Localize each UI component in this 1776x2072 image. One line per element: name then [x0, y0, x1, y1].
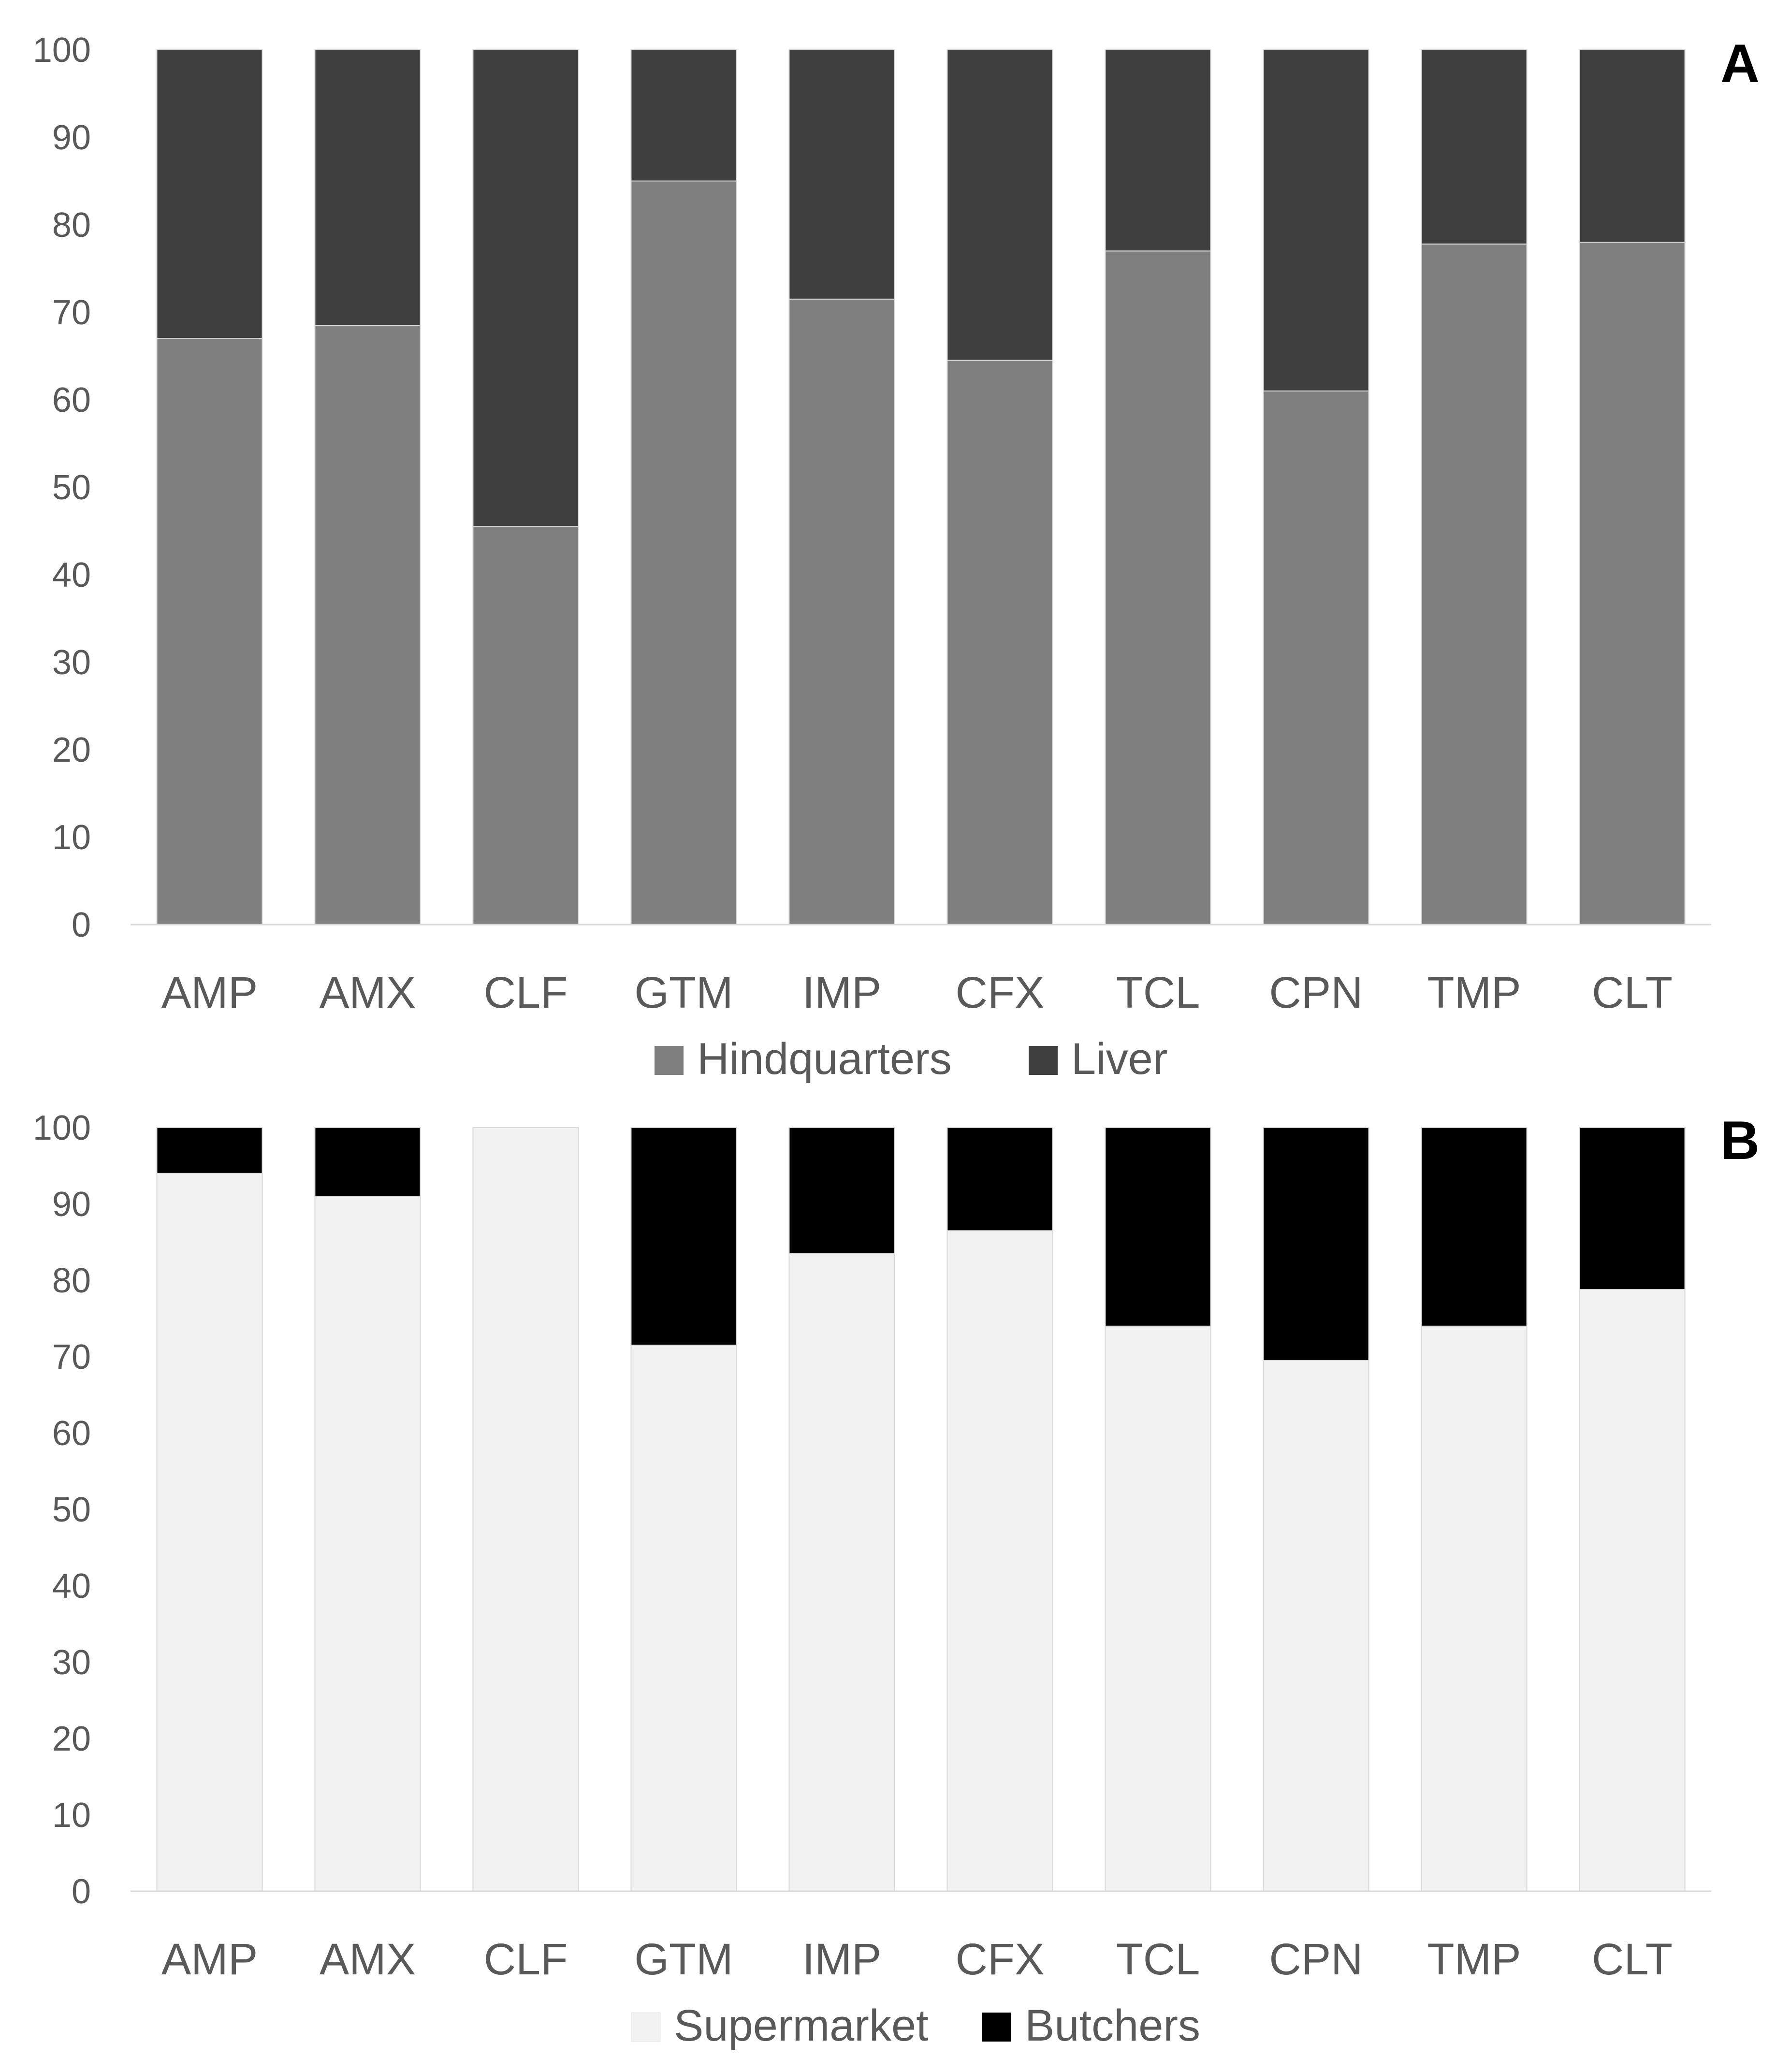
bar-hindquarters-cpn: [1263, 390, 1369, 925]
y-tick-label: 10: [52, 818, 91, 857]
bar-butchers-imp: [788, 1127, 895, 1254]
y-tick-label: 10: [52, 1796, 91, 1835]
legend-swatch-liver: [1029, 1046, 1058, 1075]
bar-hindquarters-clt: [1579, 242, 1686, 926]
bar-butchers-gtm: [630, 1127, 737, 1346]
x-tick-label: AMX: [320, 1935, 416, 1984]
bar-liver-clf: [472, 49, 579, 527]
y-tick-label: 20: [52, 1720, 91, 1758]
y-tick-label: 100: [33, 1109, 91, 1147]
bar-liver-cfx: [946, 49, 1053, 361]
bar-hindquarters-tmp: [1421, 243, 1528, 926]
y-tick-label: 40: [52, 556, 91, 594]
x-tick-label: GTM: [634, 968, 733, 1017]
y-tick-label: 90: [52, 118, 91, 157]
bar-hindquarters-cfx: [946, 360, 1053, 925]
bar-hindquarters-tcl: [1105, 250, 1211, 925]
bar-liver-gtm: [630, 49, 737, 182]
x-tick-label: TCL: [1116, 1935, 1200, 1984]
bar-liver-amx: [314, 49, 421, 326]
bar-liver-cpn: [1263, 49, 1369, 391]
bar-butchers-cfx: [946, 1127, 1053, 1232]
legend: Hindquarters Liver: [655, 1034, 1167, 1084]
bar-supermarket-amp: [156, 1173, 263, 1892]
bar-hindquarters-amp: [156, 338, 263, 925]
legend-label-supermarket: Supermarket: [674, 2001, 929, 2050]
y-tick-label: 0: [72, 906, 91, 944]
x-tick-label: TMP: [1427, 1935, 1521, 1984]
x-tick-label: CPN: [1269, 1935, 1363, 1984]
y-tick-label: 30: [52, 643, 91, 682]
bar-supermarket-clt: [1579, 1289, 1686, 1892]
y-tick-label: 60: [52, 381, 91, 420]
bar-liver-tcl: [1105, 49, 1211, 252]
x-tick-label: CFX: [956, 1935, 1045, 1984]
y-tick-label: 60: [52, 1414, 91, 1453]
y-tick-label: 20: [52, 731, 91, 769]
x-tick-label: IMP: [802, 1935, 882, 1984]
legend: Supermarket Butchers: [631, 2001, 1200, 2050]
x-tick-label: AMP: [161, 968, 258, 1017]
x-tick-label: CLT: [1592, 968, 1673, 1017]
x-tick-label: AMP: [161, 1935, 258, 1984]
chart-panel-a: 0 10 20 30 40 50 60 70 80 90 100 AMP AMX CLF GTM IMP CFX…: [33, 31, 1760, 1084]
y-tick-label: 80: [52, 1261, 91, 1300]
x-tick-label: AMX: [320, 968, 416, 1017]
x-tick-label: CLF: [484, 1935, 568, 1984]
chart-panel-b: 0 10 20 30 40 50 60 70 80 90 100 AMP AMX CLF GTM IMP CFX…: [33, 1109, 1760, 2050]
x-tick-label: TMP: [1427, 968, 1521, 1017]
y-tick-label: 80: [52, 206, 91, 245]
legend-label-liver: Liver: [1071, 1034, 1167, 1084]
bar-butchers-amx: [314, 1127, 421, 1197]
bar-butchers-cpn: [1263, 1127, 1369, 1361]
bar-liver-amp: [156, 49, 263, 339]
legend-label-hindquarters: Hindquarters: [697, 1034, 952, 1084]
y-tick-label: 0: [72, 1872, 91, 1911]
bar-supermarket-clf: [472, 1127, 579, 1892]
bar-supermarket-imp: [788, 1253, 895, 1892]
bar-liver-tmp: [1421, 49, 1528, 245]
y-tick-label: 50: [52, 468, 91, 507]
y-tick-label: 100: [33, 31, 91, 70]
bar-butchers-clt: [1579, 1127, 1686, 1290]
x-tick-label: GTM: [634, 1935, 733, 1984]
y-tick-label: 90: [52, 1185, 91, 1224]
bar-supermarket-tmp: [1421, 1325, 1528, 1892]
y-tick-label: 40: [52, 1567, 91, 1606]
x-tick-label: TCL: [1116, 968, 1200, 1017]
bar-hindquarters-clf: [472, 526, 579, 925]
y-tick-label: 70: [52, 293, 91, 332]
panel-letter: A: [1720, 33, 1760, 94]
bar-butchers-amp: [156, 1127, 263, 1174]
bar-hindquarters-amx: [314, 325, 421, 925]
y-tick-label: 70: [52, 1338, 91, 1377]
x-tick-label: CLT: [1592, 1935, 1673, 1984]
bar-hindquarters-imp: [788, 298, 895, 925]
y-tick-label: 30: [52, 1643, 91, 1682]
bar-butchers-tcl: [1105, 1127, 1211, 1327]
legend-swatch-supermarket: [631, 2012, 661, 2042]
bar-supermarket-amx: [314, 1196, 421, 1892]
bar-supermarket-cpn: [1263, 1360, 1369, 1892]
x-tick-label: CPN: [1269, 968, 1363, 1017]
bar-liver-imp: [788, 49, 895, 300]
bar-supermarket-gtm: [630, 1345, 737, 1892]
panel-letter: B: [1720, 1110, 1760, 1171]
legend-label-butchers: Butchers: [1025, 2001, 1200, 2050]
bar-hindquarters-gtm: [630, 180, 737, 925]
bar-liver-clt: [1579, 49, 1686, 243]
x-tick-label: CLF: [484, 968, 568, 1017]
y-tick-label: 50: [52, 1491, 91, 1529]
x-tick-label: IMP: [802, 968, 882, 1017]
legend-swatch-butchers: [982, 2013, 1011, 2042]
legend-swatch-hindquarters: [655, 1046, 684, 1075]
x-tick-label: CFX: [956, 968, 1045, 1017]
bar-supermarket-cfx: [946, 1230, 1053, 1892]
bar-butchers-tmp: [1421, 1127, 1528, 1327]
bar-supermarket-tcl: [1105, 1325, 1211, 1892]
